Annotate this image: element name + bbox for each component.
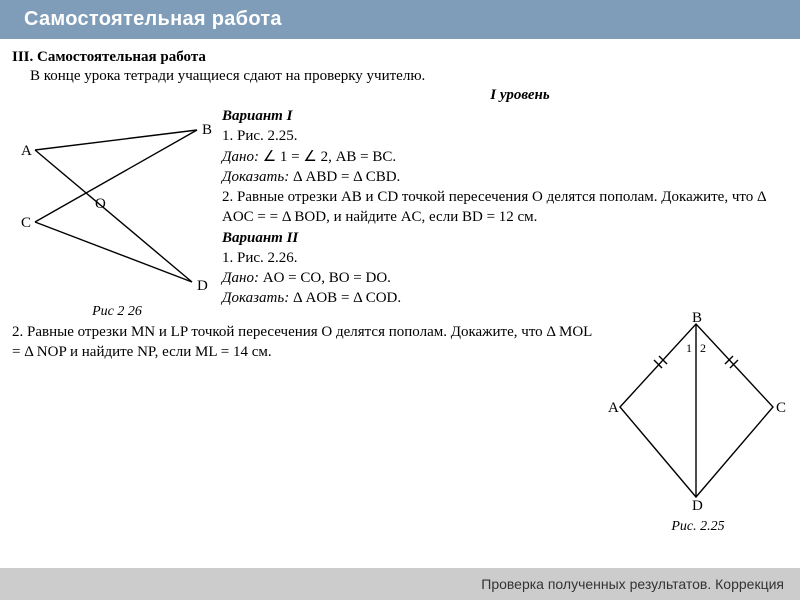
variant1-prove: Доказать: Δ ABD = Δ CBD. [222,167,788,187]
prove-text: Δ ABD = Δ CBD. [289,169,400,185]
figure-225-column: A B C D 1 2 Рис. 2.25 [608,312,788,535]
figure-225-caption: Рис. 2.25 [608,519,788,535]
given-label-2: Дано: [222,270,259,286]
svg-text:1: 1 [686,341,692,355]
variants-text: Вариант I 1. Рис. 2.25. Дано: ∠ 1 = ∠ 2,… [222,106,788,309]
bottom-paragraph: 2. Равные отрезки MN и LP точкой пересеч… [12,322,600,363]
prove-text-2: Δ AOB = Δ COD. [289,290,401,306]
svg-text:C: C [21,215,31,231]
page-title: Самостоятельная работа [24,8,282,30]
footer-text: Проверка полученных результатов. Коррекц… [481,576,784,592]
svg-text:D: D [692,498,703,512]
given-text-2: AO = CO, BO = DO. [259,270,391,286]
variant2-given: Дано: AO = CO, BO = DO. [222,268,788,288]
section-heading: III. Самостоятельная работа [12,49,788,66]
svg-text:2: 2 [700,341,706,355]
figure-226-caption: Рис 2 26 [12,304,222,320]
svg-text:A: A [608,400,619,416]
figure-226-svg: A B C D O [17,112,217,297]
variant1-title: Вариант I [222,106,788,126]
bottom-row: 2. Равные отрезки MN и LP точкой пересеч… [12,322,788,535]
variant1-given: Дано: ∠ 1 = ∠ 2, AB = BC. [222,147,788,167]
svg-text:D: D [197,278,208,294]
given-label: Дано: [222,149,259,165]
main-row: A B C D O Рис 2 26 Вариант I 1. Рис. 2.2… [12,106,788,320]
variant1-p2: 2. Равные отрезки AB и CD точкой пересеч… [222,187,788,228]
svg-text:B: B [202,122,212,138]
svg-text:C: C [776,400,786,416]
footer-bar: Проверка полученных результатов. Коррекц… [0,568,800,600]
figure-225-svg: A B C D 1 2 [608,312,788,512]
given-text: ∠ 1 = ∠ 2, AB = BC. [259,149,396,165]
intro-text: В конце урока тетради учащиеся сдают на … [30,68,788,85]
variant1-p1: 1. Рис. 2.25. [222,126,788,146]
variant2-p1: 1. Рис. 2.26. [222,248,788,268]
figure-226-column: A B C D O Рис 2 26 [12,106,222,320]
svg-text:A: A [21,143,32,159]
variant2-title: Вариант II [222,228,788,248]
prove-label-2: Доказать: [222,290,289,306]
svg-text:B: B [692,312,702,326]
content-area: III. Самостоятельная работа В конце урок… [0,39,800,535]
variant2-prove: Доказать: Δ AOB = Δ COD. [222,288,788,308]
level-label: I уровень [252,87,788,104]
title-bar: Самостоятельная работа [0,0,800,39]
prove-label: Доказать: [222,169,289,185]
svg-text:O: O [95,196,106,212]
